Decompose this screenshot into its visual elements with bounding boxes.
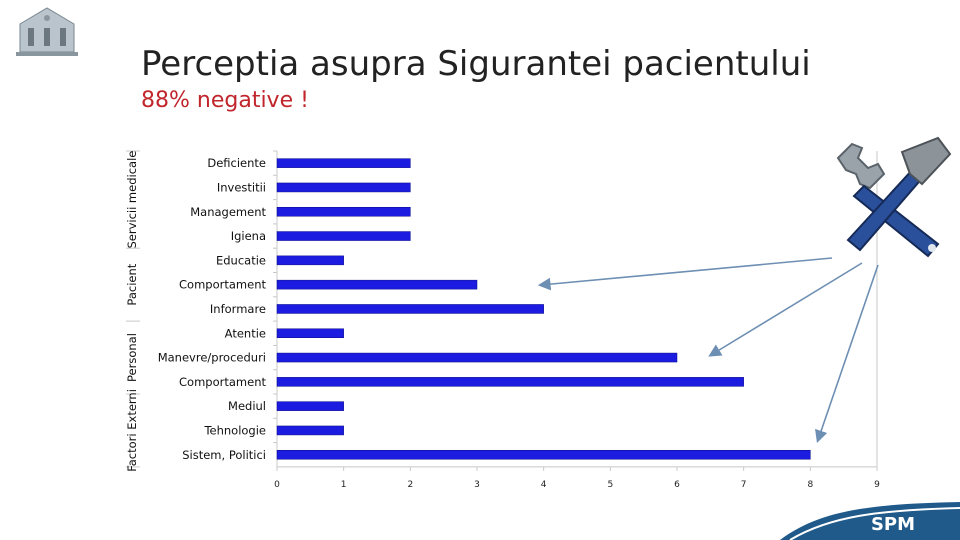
bar <box>276 425 344 436</box>
x-tick-label: 4 <box>541 480 547 490</box>
category-label: Informare <box>210 302 266 316</box>
group-label: Pacient <box>125 263 139 305</box>
bar <box>276 328 344 338</box>
category-label: Manevre/proceduri <box>158 351 266 365</box>
bar <box>276 231 411 241</box>
bar <box>276 450 811 460</box>
category-label: Tehnologie <box>203 423 266 437</box>
x-tick-label: 8 <box>807 480 813 490</box>
category-label: Investitii <box>217 180 266 194</box>
category-label: Comportament <box>179 278 266 292</box>
category-label: Mediul <box>228 399 266 413</box>
category-label: Management <box>190 205 266 219</box>
group-label: Servicii medicale <box>125 151 139 249</box>
category-label: Deficiente <box>207 156 266 170</box>
bar <box>276 182 411 193</box>
wrench-hammer-icon <box>836 136 952 258</box>
institution-logo <box>0 0 95 60</box>
x-tick-label: 0 <box>274 480 280 490</box>
x-tick-label: 9 <box>874 480 880 490</box>
x-tick-label: 1 <box>341 480 347 490</box>
bar <box>276 255 344 266</box>
footer-brand: SPM <box>871 514 915 535</box>
bar <box>276 158 411 168</box>
bar <box>276 352 678 363</box>
x-tick-label: 6 <box>674 480 680 490</box>
slide-title: Perceptia asupra Sigurantei pacientului <box>141 44 811 84</box>
category-label: Comportament <box>179 375 266 389</box>
callout-arrow <box>537 257 833 291</box>
callout-arrow <box>815 264 879 444</box>
x-tick-label: 7 <box>741 480 747 490</box>
x-tick-label: 5 <box>607 480 613 490</box>
slide-subtitle: 88% negative ! <box>141 88 309 113</box>
bar <box>276 377 744 387</box>
bar <box>276 401 344 411</box>
group-label: Personal <box>125 333 139 382</box>
category-label: Atentie <box>225 326 266 340</box>
category-label: Sistem, Politici <box>182 448 266 462</box>
bar <box>276 304 544 314</box>
x-tick-label: 3 <box>474 480 480 490</box>
footer-band: SPM <box>780 502 960 540</box>
group-label: Factori Externi <box>125 389 139 472</box>
bar <box>276 207 411 217</box>
category-label: Igiena <box>231 229 266 243</box>
category-label: Educatie <box>216 253 266 267</box>
callout-arrow <box>708 262 863 357</box>
bar <box>276 279 478 290</box>
x-tick-label: 2 <box>407 480 413 490</box>
